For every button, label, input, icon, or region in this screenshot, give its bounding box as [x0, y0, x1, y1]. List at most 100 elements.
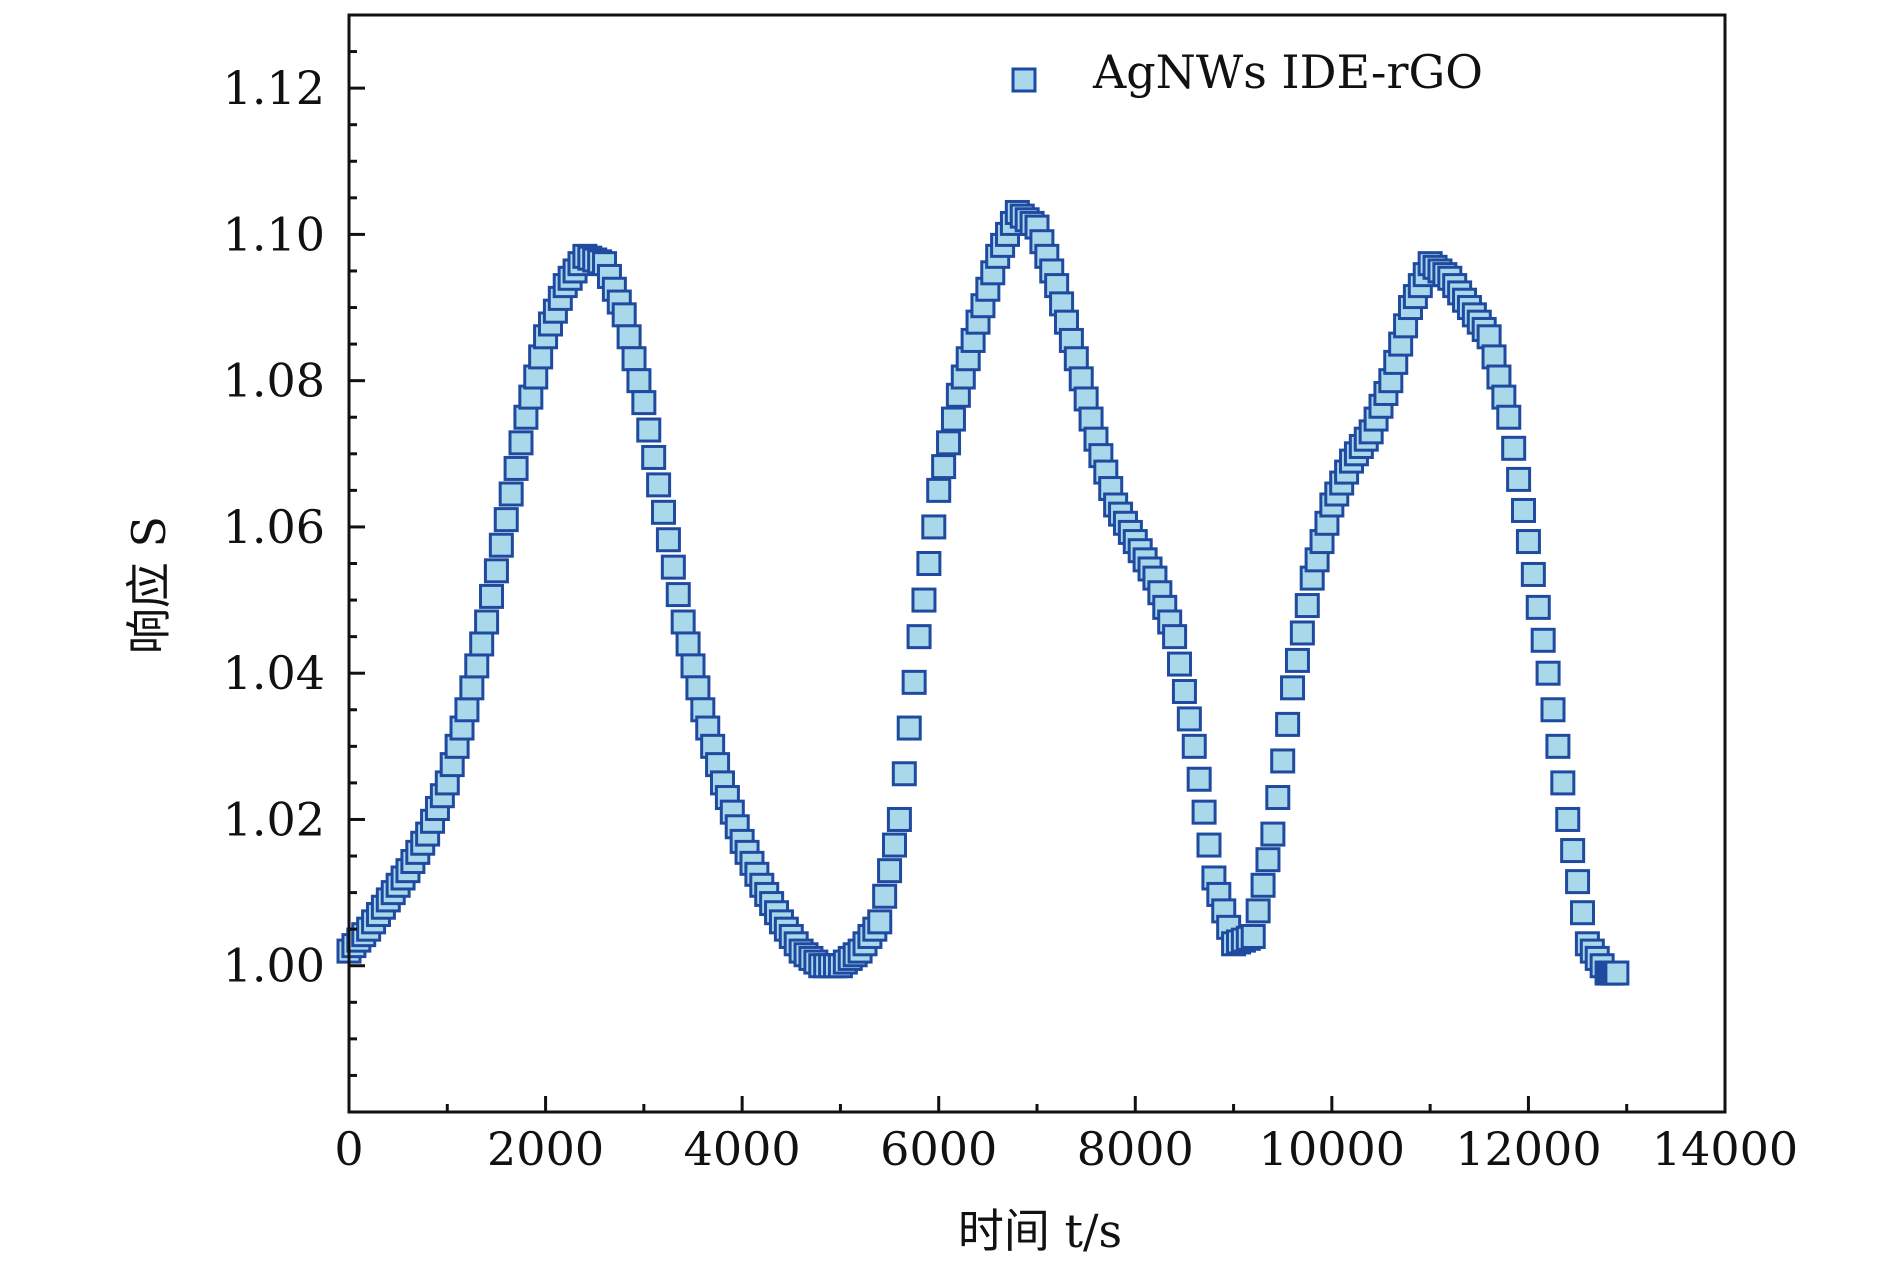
- data-point: [1525, 594, 1551, 620]
- data-point: [1555, 806, 1581, 832]
- data-point: [1569, 900, 1595, 926]
- data-point: [1240, 923, 1266, 949]
- data-point: [901, 669, 927, 695]
- data-point: [493, 507, 519, 533]
- y-tick-label: 1.08: [223, 354, 325, 408]
- data-point: [1280, 675, 1306, 701]
- data-point: [646, 472, 672, 498]
- data-point: [1520, 561, 1546, 587]
- data-point: [916, 551, 942, 576]
- legend: AgNWs IDE-rGO: [1011, 45, 1483, 99]
- data-point: [641, 444, 667, 470]
- data-point: [1604, 960, 1630, 986]
- data-point: [1162, 624, 1188, 650]
- data-point: [454, 697, 480, 723]
- data-point: [675, 631, 701, 657]
- data-point: [1191, 799, 1217, 825]
- data-point: [631, 390, 657, 416]
- data-point: [896, 715, 922, 741]
- x-tick-label: 8000: [1077, 1122, 1194, 1176]
- y-tick-label: 1.06: [223, 500, 325, 554]
- data-point: [1245, 898, 1271, 924]
- data-point: [1545, 733, 1571, 759]
- plot-layer: [336, 199, 1630, 986]
- data-point: [1294, 593, 1320, 619]
- data-point: [464, 653, 490, 679]
- data-point: [1275, 711, 1301, 737]
- legend-marker: [1011, 67, 1037, 93]
- y-tick-label: 1.00: [223, 939, 325, 993]
- data-point: [1176, 706, 1202, 732]
- data-point: [483, 558, 509, 584]
- y-axis-label: 响应 S: [122, 516, 176, 654]
- data-point: [940, 406, 966, 432]
- data-point: [621, 346, 647, 372]
- data-point: [1540, 697, 1566, 723]
- data-point: [891, 761, 917, 787]
- data-point: [1270, 748, 1296, 774]
- data-point: [1250, 872, 1276, 898]
- data-point: [1560, 838, 1586, 864]
- data-point: [660, 554, 686, 580]
- x-tick-label: 4000: [684, 1122, 801, 1176]
- data-point: [651, 499, 677, 525]
- data-point: [867, 909, 893, 935]
- data-point: [911, 587, 937, 613]
- data-point: [508, 430, 534, 456]
- data-point: [1186, 766, 1212, 792]
- data-point: [680, 653, 706, 679]
- x-tick-label: 2000: [487, 1122, 604, 1176]
- data-point: [1289, 620, 1315, 646]
- data-point: [488, 532, 514, 558]
- data-point: [1265, 785, 1291, 811]
- data-point: [611, 302, 637, 328]
- data-point: [616, 324, 642, 350]
- y-tick-label: 1.04: [223, 646, 325, 700]
- x-axis-tick-labels: 0 2000 4000 6000 8000 10000 12000 14000: [334, 1122, 1798, 1176]
- x-axis-label: 时间 t/s: [958, 1204, 1122, 1258]
- data-point: [479, 583, 505, 609]
- data-point: [1284, 647, 1310, 673]
- y-axis-tick-labels: 1.00 1.02 1.04 1.06 1.08 1.10 1.12: [223, 61, 325, 993]
- x-tick-label: 0: [334, 1122, 363, 1176]
- data-point: [936, 430, 962, 456]
- data-point: [1565, 869, 1591, 895]
- x-tick-label: 12000: [1455, 1122, 1601, 1176]
- data-point: [1255, 847, 1281, 873]
- data-point: [636, 417, 662, 443]
- data-point: [1496, 404, 1522, 430]
- data-point: [931, 454, 957, 480]
- data-point: [1530, 627, 1556, 653]
- y-tick-label: 1.02: [223, 792, 325, 846]
- data-point: [1181, 733, 1207, 759]
- data-point: [1535, 660, 1561, 686]
- legend-label: AgNWs IDE-rGO: [1092, 45, 1483, 99]
- data-point: [459, 675, 485, 701]
- data-point: [1550, 770, 1576, 796]
- data-point: [1167, 651, 1193, 677]
- y-axis-ticks: [349, 13, 365, 1114]
- data-point: [877, 858, 903, 884]
- data-point: [886, 806, 912, 832]
- y-tick-label: 1.10: [223, 207, 325, 261]
- data-point: [872, 883, 898, 909]
- data-point: [685, 675, 711, 701]
- data-point: [1171, 678, 1197, 704]
- data-point: [906, 624, 932, 650]
- data-point: [1501, 435, 1527, 461]
- x-tick-label: 14000: [1652, 1122, 1798, 1176]
- data-point: [1506, 466, 1532, 492]
- data-point: [474, 609, 500, 635]
- data-point: [626, 368, 652, 394]
- data-point: [498, 481, 524, 507]
- data-point: [670, 609, 696, 635]
- data-point: [921, 514, 947, 540]
- x-axis-ticks: [347, 1096, 1727, 1112]
- data-point: [469, 631, 495, 657]
- data-point: [1515, 529, 1541, 555]
- data-point: [1196, 832, 1222, 858]
- data-point: [926, 477, 952, 503]
- data-point: [1511, 497, 1537, 523]
